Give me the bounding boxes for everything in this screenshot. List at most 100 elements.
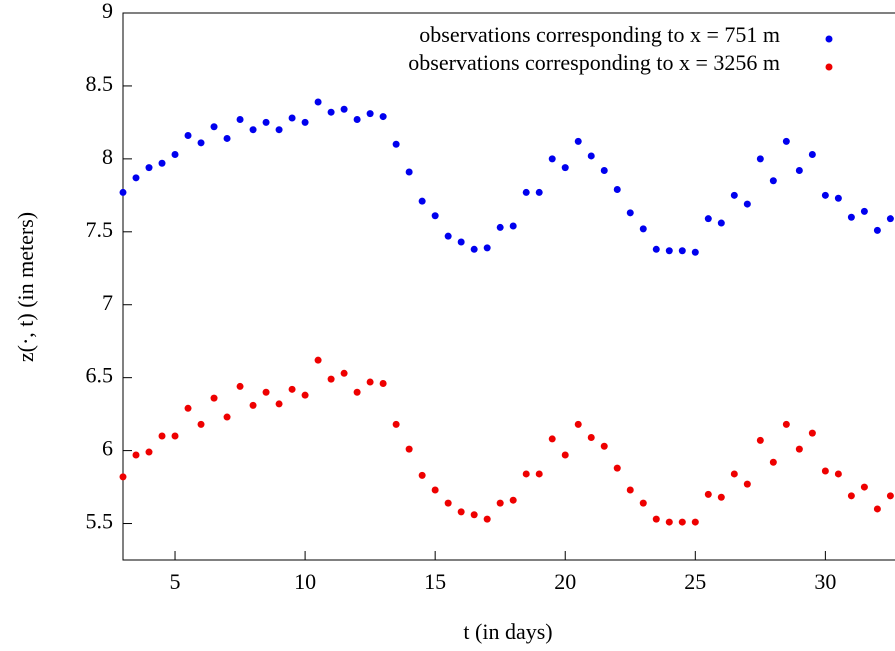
- x-tick-label: 25: [684, 569, 706, 594]
- point: [483, 515, 491, 523]
- point: [366, 378, 374, 386]
- point: [691, 518, 699, 526]
- point: [834, 194, 842, 202]
- point: [548, 155, 556, 163]
- point: [132, 451, 140, 459]
- point: [873, 226, 881, 234]
- y-axis-label: z(·, t) (in meters): [13, 212, 38, 362]
- point: [223, 134, 231, 142]
- point: [730, 470, 738, 478]
- point: [171, 432, 179, 440]
- point: [470, 511, 478, 519]
- point: [704, 490, 712, 498]
- point: [223, 413, 231, 421]
- point: [184, 132, 192, 140]
- point: [496, 499, 504, 507]
- point: [860, 483, 868, 491]
- y-tick-label: 5.5: [86, 509, 114, 534]
- y-tick-label: 8.5: [86, 71, 114, 96]
- legend-label: observations corresponding to x = 751 m: [419, 22, 780, 47]
- point: [561, 164, 569, 172]
- point: [197, 139, 205, 147]
- point: [158, 159, 166, 167]
- point: [847, 492, 855, 500]
- point: [730, 191, 738, 199]
- point: [275, 400, 283, 408]
- point: [548, 435, 556, 443]
- point: [821, 467, 829, 475]
- point: [145, 448, 153, 456]
- point: [210, 394, 218, 402]
- point: [678, 247, 686, 255]
- point: [444, 499, 452, 507]
- point: [418, 197, 426, 205]
- point: [717, 219, 725, 227]
- point: [756, 436, 764, 444]
- point: [353, 115, 361, 123]
- point: [392, 420, 400, 428]
- point: [626, 209, 634, 217]
- point: [613, 185, 621, 193]
- point: [639, 225, 647, 233]
- point: [717, 493, 725, 501]
- y-tick-label: 7: [102, 290, 113, 315]
- x-tick-label: 5: [170, 569, 181, 594]
- point: [795, 445, 803, 453]
- point: [340, 105, 348, 113]
- point: [873, 505, 881, 513]
- point: [392, 140, 400, 148]
- point: [782, 420, 790, 428]
- point: [470, 245, 478, 253]
- point: [743, 200, 751, 208]
- y-tick-label: 8: [102, 144, 113, 169]
- point: [340, 369, 348, 377]
- point: [236, 382, 244, 390]
- point: [834, 470, 842, 478]
- point: [574, 137, 582, 145]
- point: [210, 123, 218, 131]
- point: [613, 464, 621, 472]
- point: [262, 388, 270, 396]
- x-axis-label: t (in days): [463, 619, 552, 644]
- point: [301, 391, 309, 399]
- point: [691, 248, 699, 256]
- point: [184, 404, 192, 412]
- point: [431, 212, 439, 220]
- point: [743, 480, 751, 488]
- point: [509, 222, 517, 230]
- point: [132, 174, 140, 182]
- point: [626, 486, 634, 494]
- y-tick-label: 7.5: [86, 217, 114, 242]
- x-tick-label: 15: [424, 569, 446, 594]
- legend-marker: [825, 35, 833, 43]
- point: [600, 167, 608, 175]
- point: [158, 432, 166, 440]
- point: [145, 164, 153, 172]
- x-tick-label: 20: [554, 569, 576, 594]
- point: [275, 126, 283, 134]
- point: [379, 113, 387, 121]
- point: [197, 420, 205, 428]
- point: [756, 155, 764, 163]
- point: [821, 191, 829, 199]
- point: [782, 137, 790, 145]
- point: [314, 356, 322, 364]
- point: [769, 458, 777, 466]
- x-tick-label: 10: [294, 569, 316, 594]
- y-tick-label: 6.5: [86, 363, 114, 388]
- point: [574, 420, 582, 428]
- point: [600, 442, 608, 450]
- point: [886, 215, 894, 223]
- point: [652, 515, 660, 523]
- point: [457, 508, 465, 516]
- point: [808, 150, 816, 158]
- point: [665, 247, 673, 255]
- y-tick-label: 9: [102, 0, 113, 23]
- point: [119, 188, 127, 196]
- point: [262, 118, 270, 126]
- point: [639, 499, 647, 507]
- point: [353, 388, 361, 396]
- point: [119, 473, 127, 481]
- point: [236, 115, 244, 123]
- point: [431, 486, 439, 494]
